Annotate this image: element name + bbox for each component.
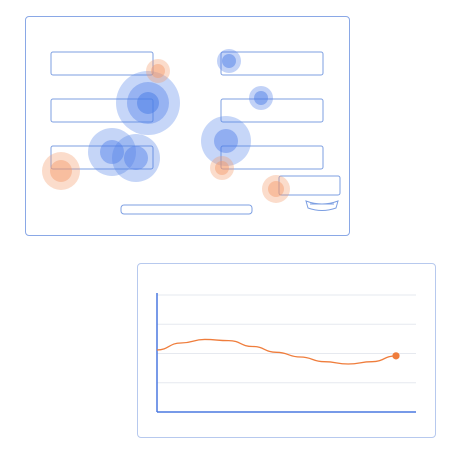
heat-spot-warm [268,181,284,197]
heat-spot-cool [137,92,159,114]
heat-spot-warm [210,156,234,180]
field-right-2[interactable] [220,98,324,123]
heat-spot-warm [262,175,290,203]
heat-spot-cool [214,129,238,153]
heat-spot-warm [151,64,165,78]
mouse-pointer-icon [305,200,339,211]
chart-axes [156,293,416,413]
series-end-point [392,352,400,360]
heat-spot-cool [254,91,268,105]
heat-spot-cool [112,134,160,182]
form-wireframe-card [25,16,350,236]
heat-spot-cool [124,146,148,170]
chart-gridlines [157,294,416,384]
chart-series [156,338,400,365]
heat-spot-warm [42,152,80,190]
heat-spot-cool [222,54,236,68]
field-right-1[interactable] [220,51,324,76]
field-right-4[interactable] [278,175,341,196]
heatmap-spots [42,49,290,203]
field-left-3[interactable] [50,145,154,170]
form-fields [50,51,341,215]
heat-spot-warm [215,161,229,175]
heat-spot-warm [146,59,170,83]
heat-spot-cool [201,116,251,166]
field-left-1[interactable] [50,51,154,76]
chart-card [137,263,436,438]
field-right-3[interactable] [220,145,324,170]
long-bar[interactable] [120,204,253,215]
heat-spot-cool [88,128,136,176]
heat-spot-warm [50,160,72,182]
series-line [156,338,397,365]
heat-spot-cool [100,140,124,164]
